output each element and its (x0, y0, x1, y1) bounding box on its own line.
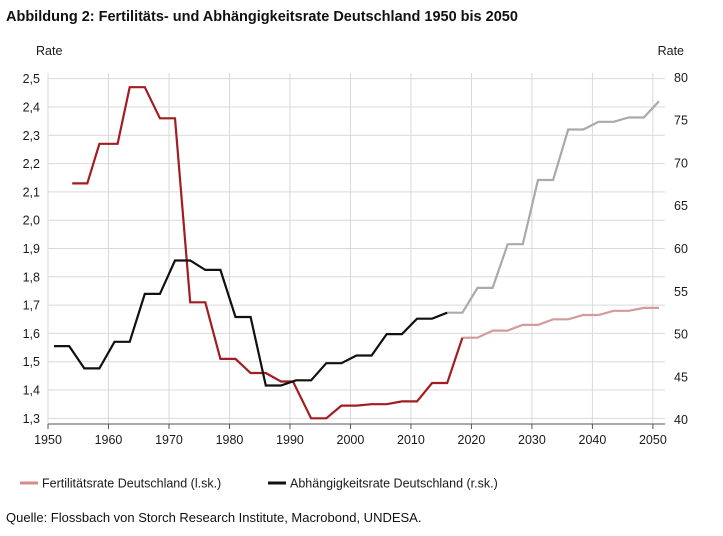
x-tick-label: 2040 (579, 433, 607, 447)
x-tick-label: 1980 (216, 433, 244, 447)
series-fertility-projection-line (462, 306, 659, 339)
y-left-tick-label: 1,3 (23, 412, 40, 426)
chart-svg: 1,3 1,4 1,5 1,6 1,7 1,8 1,9 2,0 2,1 2,2 2,3 2,4 2,5 4… (20, 44, 688, 491)
x-tick-label: 2020 (458, 433, 486, 447)
x-tick-label: 2000 (337, 433, 365, 447)
legend-label: Abhängigkeitsrate Deutschland (r.sk.) (290, 477, 498, 491)
series-dependency-line (54, 259, 448, 387)
y-right-tick-label: 55 (674, 285, 688, 299)
x-tick-label: 1990 (276, 433, 304, 447)
y-right-tick-label: 75 (674, 114, 688, 128)
y-left-tick-label: 2,2 (23, 157, 40, 171)
grid-lines (47, 73, 665, 424)
chart-title: Abbildung 2: Fertilitäts- und Abhängigke… (6, 9, 518, 25)
x-tick-label: 1950 (34, 433, 62, 447)
x-tick-label: 2030 (518, 433, 546, 447)
y-left-axis-title: Rate (36, 44, 62, 58)
y-left-tick-label: 2,5 (23, 72, 40, 86)
y-right-tick-label: 65 (674, 199, 688, 213)
legend-label: Fertilitätsrate Deutschland (l.sk.) (42, 477, 221, 491)
axes: 1,3 1,4 1,5 1,6 1,7 1,8 1,9 2,0 2,1 2,2 2,3 2,4 2,5 4… (23, 44, 688, 447)
y-right-tick-label: 70 (674, 156, 688, 170)
y-left-tick-label: 2,3 (23, 129, 40, 143)
source-note: Quelle: Flossbach von Storch Research In… (6, 510, 422, 525)
series-fertility-line (72, 86, 464, 420)
y-left-tick-label: 1,5 (23, 355, 40, 369)
y-right-tick-label: 50 (674, 328, 688, 342)
legend: Fertilitätsrate Deutschland (l.sk.) Abhän… (20, 477, 498, 491)
y-left-tick-label: 1,8 (23, 270, 40, 284)
y-left-tick-label: 1,7 (23, 299, 40, 313)
y-right-tick-label: 45 (674, 370, 688, 384)
series-lines (54, 86, 660, 420)
x-tick-label: 1960 (95, 433, 123, 447)
y-left-tick-label: 1,4 (23, 384, 40, 398)
y-right-tick-label: 80 (674, 71, 688, 85)
y-right-tick-label: 40 (674, 413, 688, 427)
y-left-tick-label: 2,1 (23, 185, 40, 199)
y-left-tick-label: 2,4 (23, 100, 40, 114)
y-left-tick-label: 1,9 (23, 242, 40, 256)
y-right-tick-label: 60 (674, 242, 688, 256)
x-tick-label: 2050 (639, 433, 667, 447)
series-dependency-projection-line (447, 100, 660, 314)
y-left-tick-label: 1,6 (23, 327, 40, 341)
y-left-tick-label: 2,0 (23, 214, 40, 228)
x-tick-label: 1970 (155, 433, 183, 447)
x-tick-label: 2010 (397, 433, 425, 447)
y-right-axis-title: Rate (658, 44, 684, 58)
